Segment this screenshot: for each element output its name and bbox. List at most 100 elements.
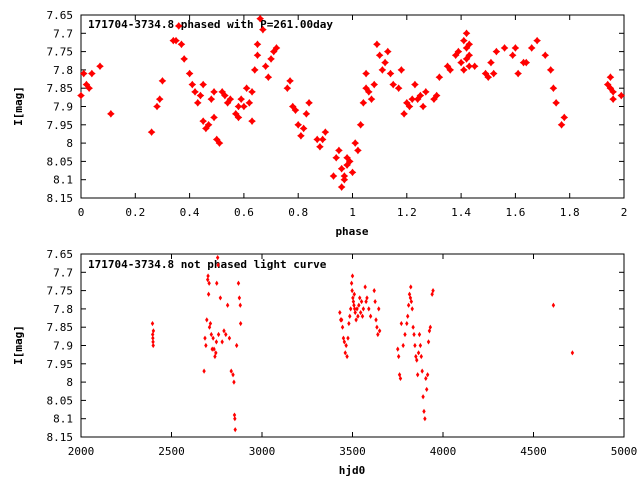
unphased-data-point bbox=[351, 295, 355, 301]
phased-data-point bbox=[259, 25, 267, 34]
unphased-data-point bbox=[231, 372, 235, 378]
phased-data-point bbox=[351, 139, 360, 147]
phased-data-point bbox=[422, 88, 430, 96]
unphased-data-point bbox=[214, 339, 219, 345]
unphased-data-point bbox=[232, 412, 237, 418]
phased-data-point bbox=[329, 172, 338, 180]
phased-y-tick-label: 7.65 bbox=[47, 9, 74, 22]
unphased-x-tick-label: 2500 bbox=[158, 445, 185, 458]
unphased-data-point bbox=[401, 342, 405, 349]
phased-data-point bbox=[465, 51, 474, 60]
phased-data-point bbox=[79, 69, 88, 78]
unphased-data-point bbox=[359, 298, 364, 305]
unphased-ylabel: I[mag] bbox=[12, 325, 25, 365]
phased-y-tick-label: 7.9 bbox=[53, 101, 73, 114]
phased-y-tick-label: 8.1 bbox=[53, 174, 73, 187]
unphased-data-point bbox=[342, 339, 347, 345]
phased-data-point bbox=[226, 95, 235, 103]
phased-y-tick-label: 8.05 bbox=[47, 155, 74, 168]
phased-data-point bbox=[318, 135, 327, 144]
phased-data-point bbox=[354, 146, 362, 155]
phased-data-point bbox=[188, 80, 197, 89]
phased-data-point bbox=[88, 69, 96, 78]
unphased-data-point bbox=[413, 342, 417, 349]
unphased-title: 171704-3734.8 not phased light curve bbox=[88, 258, 327, 271]
phased-y-tick-label: 8.15 bbox=[47, 192, 74, 205]
unphased-data-point bbox=[211, 335, 215, 341]
phased-data-point bbox=[345, 157, 354, 166]
phased-data-point bbox=[362, 69, 370, 78]
phased-data-point bbox=[196, 91, 205, 100]
phased-data-point bbox=[603, 80, 612, 89]
unphased-data-point bbox=[205, 317, 209, 323]
unphased-data-point bbox=[238, 302, 242, 308]
unphased-data-point bbox=[232, 379, 236, 385]
phased-data-point bbox=[210, 113, 218, 122]
unphased-data-point bbox=[204, 342, 208, 349]
phased-data-point bbox=[210, 88, 218, 96]
phased-data-point bbox=[462, 29, 471, 38]
phased-data-point bbox=[261, 62, 270, 71]
phased-data-point bbox=[234, 113, 243, 122]
unphased-data-point bbox=[237, 295, 242, 301]
phased-data-point bbox=[373, 40, 381, 49]
unphased-data-point bbox=[348, 306, 353, 312]
phased-data-point bbox=[419, 102, 427, 111]
phased-data-point bbox=[199, 80, 207, 89]
phased-data-point bbox=[397, 66, 406, 74]
unphased-data-point bbox=[344, 342, 348, 349]
phased-data-point bbox=[527, 44, 536, 52]
phased-data-point bbox=[212, 135, 221, 144]
phased-data-point bbox=[294, 121, 302, 129]
phased-data-point bbox=[174, 22, 183, 30]
phased-data-point bbox=[147, 128, 156, 136]
phased-data-point bbox=[321, 128, 330, 136]
unphased-panel: 171704-3734.8 not phased light curve hjd… bbox=[12, 248, 637, 477]
unphased-data-point bbox=[358, 295, 362, 301]
phased-data-point bbox=[77, 91, 85, 100]
phased-data-point bbox=[460, 66, 468, 74]
phased-data-point bbox=[465, 62, 474, 71]
unphased-x-tick-label: 3500 bbox=[339, 445, 366, 458]
unphased-data-point bbox=[350, 288, 354, 294]
unphased-y-tick-label: 7.8 bbox=[53, 303, 73, 316]
unphased-data-point bbox=[215, 280, 219, 286]
phased-data-point bbox=[158, 77, 167, 85]
unphased-data-point bbox=[213, 353, 217, 360]
phased-data-point bbox=[234, 102, 243, 111]
unphased-data-point bbox=[406, 313, 410, 319]
unphased-y-tick-label: 8.05 bbox=[47, 394, 74, 407]
unphased-data-point bbox=[397, 372, 402, 378]
unphased-data-point bbox=[210, 346, 214, 352]
unphased-data-point bbox=[225, 302, 230, 308]
unphased-data-point bbox=[398, 375, 403, 382]
phased-data-point bbox=[411, 80, 419, 89]
phased-data-point bbox=[359, 99, 368, 107]
unphased-data-point bbox=[218, 295, 223, 301]
unphased-data-point bbox=[377, 328, 382, 334]
unphased-data-point bbox=[207, 280, 211, 286]
unphased-data-point bbox=[233, 416, 237, 422]
unphased-data-point bbox=[151, 335, 155, 341]
phased-data-point bbox=[465, 40, 474, 49]
phased-data-point bbox=[337, 164, 346, 173]
phased-data-point bbox=[381, 58, 389, 67]
phased-x-tick-label: 1.8 bbox=[560, 206, 580, 219]
phased-data-point bbox=[413, 95, 422, 103]
unphased-data-point bbox=[212, 346, 216, 352]
unphased-data-point bbox=[570, 350, 575, 356]
phased-data-point bbox=[256, 14, 264, 23]
phased-data-point bbox=[221, 91, 229, 100]
phased-data-point bbox=[96, 62, 104, 71]
unphased-x-tick-label: 4500 bbox=[520, 445, 547, 458]
phased-y-tick-label: 7.75 bbox=[47, 46, 74, 59]
phased-data-point bbox=[508, 51, 517, 60]
phased-data-point bbox=[264, 73, 273, 82]
unphased-data-point bbox=[216, 331, 221, 338]
phased-data-point bbox=[242, 84, 251, 92]
phased-data-point bbox=[609, 88, 617, 96]
unphased-y-tick-label: 7.65 bbox=[47, 248, 74, 261]
phased-data-point bbox=[82, 80, 91, 89]
unphased-data-point bbox=[423, 416, 427, 422]
phased-data-point bbox=[364, 88, 373, 96]
